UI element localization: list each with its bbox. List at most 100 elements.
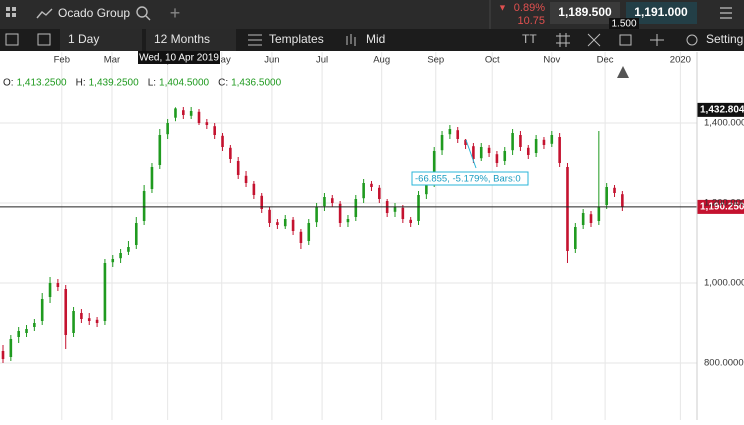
- interval[interactable]: 1 Day: [68, 32, 99, 46]
- layout-icon[interactable]: [37, 33, 51, 46]
- bar-body: [613, 187, 616, 193]
- change-pct: 0.89%: [514, 2, 545, 14]
- readout-value: 1,436.5000: [231, 78, 281, 89]
- bar-body: [56, 283, 60, 287]
- bar-body: [17, 331, 20, 337]
- instrument-name[interactable]: Ocado Group: [58, 6, 130, 20]
- templates[interactable]: Templates: [269, 32, 324, 46]
- search-icon-handle: [145, 15, 151, 21]
- buy-price[interactable]: 1,191.000: [634, 5, 688, 19]
- interval-button[interactable]: [60, 29, 142, 51]
- bar-body: [134, 223, 138, 245]
- bar-body: [95, 319, 99, 323]
- bar-body: [103, 263, 107, 321]
- bar-body: [558, 137, 561, 163]
- x-tick-label: Jul: [316, 55, 328, 66]
- y-tick-label: 1,200.0000: [704, 198, 744, 209]
- bar-body: [268, 209, 271, 223]
- spread-box: [609, 18, 639, 30]
- bar-body: [276, 222, 279, 225]
- last-price-box: [697, 199, 744, 214]
- bar-body: [440, 135, 444, 151]
- range[interactable]: 12 Months: [154, 32, 210, 46]
- readout-value: 1,413.2500: [17, 78, 67, 89]
- bar-body: [166, 123, 169, 135]
- bar-body: [401, 207, 405, 219]
- sell-price[interactable]: 1,189.500: [558, 5, 612, 19]
- menu-icon[interactable]: [720, 7, 732, 19]
- bar-body: [456, 130, 460, 139]
- crosshair-tool[interactable]: [650, 34, 664, 46]
- bar-body: [111, 259, 115, 263]
- templates-icon: [248, 34, 262, 46]
- bar-body: [534, 139, 538, 153]
- readout-value: 1,404.5000: [159, 78, 209, 89]
- text-tool[interactable]: TT: [522, 32, 537, 46]
- settings[interactable]: Setting: [706, 32, 743, 46]
- bar-body: [48, 283, 52, 297]
- x-tick-label: Nov: [543, 55, 560, 66]
- readout-key: C:: [218, 78, 228, 89]
- app-grid-icon[interactable]: [6, 7, 16, 17]
- overlays: 1,190.250 1,432.804 Wed, 10 Apr 2019 O: 1,41…: [0, 51, 744, 214]
- y-tick-label: 1,400.0000: [704, 118, 744, 129]
- bar-body: [205, 122, 209, 125]
- chart-icon: [36, 8, 53, 19]
- bar-body: [487, 147, 491, 153]
- search-icon[interactable]: [136, 6, 148, 18]
- event-marker[interactable]: [617, 66, 629, 78]
- bar-body: [597, 207, 601, 221]
- bar-body: [174, 108, 177, 118]
- bar-body: [307, 223, 311, 241]
- readout-key: L:: [148, 78, 156, 89]
- bar-body: [472, 146, 475, 159]
- measure-line: [465, 139, 477, 169]
- bar-body: [197, 111, 201, 123]
- bar-body: [25, 329, 28, 333]
- down-arrow: ▼: [498, 2, 507, 12]
- bar-body: [323, 197, 326, 207]
- bar-body: [519, 135, 522, 147]
- bar-body: [229, 147, 232, 159]
- price-type[interactable]: Mid: [366, 32, 385, 46]
- bar-body: [550, 135, 554, 144]
- bar-body: [370, 183, 373, 187]
- bar-body: [338, 203, 342, 223]
- sell-button[interactable]: [550, 2, 620, 24]
- bar-body: [119, 253, 122, 259]
- price-bars: [1, 107, 624, 363]
- bar-body: [409, 219, 412, 223]
- x-tick-label: Oct: [485, 55, 500, 66]
- bar-body: [315, 207, 318, 223]
- bar-body: [260, 195, 264, 209]
- range-button[interactable]: [146, 29, 236, 51]
- x-tick-label: Dec: [597, 55, 614, 66]
- x-tick-label: Mar: [104, 55, 120, 66]
- grid-tool[interactable]: [556, 33, 570, 47]
- bar-body: [189, 111, 193, 116]
- bar-body: [542, 139, 546, 145]
- add-tab[interactable]: +: [170, 3, 181, 23]
- readout-key: H:: [76, 78, 86, 89]
- bar-body: [283, 219, 287, 227]
- bar-body: [432, 151, 436, 183]
- bar-body: [142, 191, 146, 221]
- panel-icon[interactable]: [5, 33, 19, 46]
- bar-body: [526, 147, 530, 155]
- bar-body: [213, 126, 216, 135]
- settings-icon[interactable]: [686, 34, 698, 46]
- bar-body: [9, 339, 13, 357]
- grid: FebMarAprMayJunJulAugSepOctNovDec2020: [0, 52, 697, 420]
- x-tick-label: Sep: [427, 55, 444, 66]
- bar-body: [503, 151, 507, 161]
- x-tick-label: Jun: [264, 55, 279, 66]
- draw-tool[interactable]: [587, 33, 601, 47]
- buy-button[interactable]: [626, 2, 697, 24]
- spread: 1.500: [611, 19, 636, 30]
- x-tick-label: Aug: [373, 55, 390, 66]
- bar-body: [378, 187, 381, 199]
- bar-body: [581, 213, 585, 225]
- window-tool[interactable]: [619, 34, 632, 46]
